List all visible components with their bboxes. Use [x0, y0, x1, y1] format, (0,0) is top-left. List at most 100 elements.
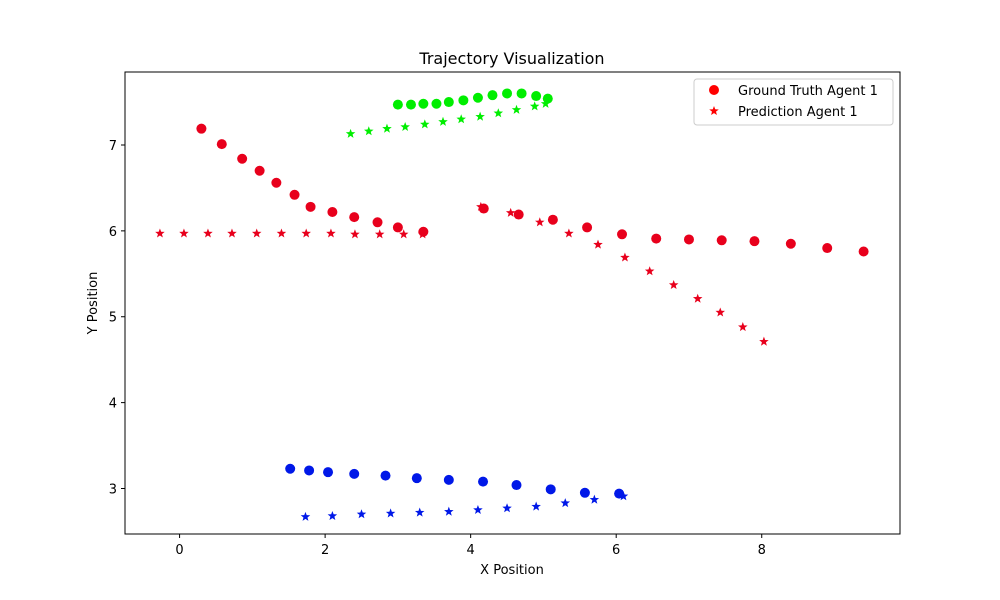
x-axis-ticks: 0 2 4 6 8	[175, 534, 766, 558]
prediction-point	[227, 228, 237, 238]
prediction-point	[251, 228, 262, 238]
prediction-point	[531, 501, 541, 511]
prediction-point	[511, 104, 522, 114]
data-points	[155, 88, 869, 521]
prediction-point	[417, 229, 428, 239]
x-tick-label: 2	[321, 543, 329, 558]
prediction-point	[420, 119, 430, 129]
ground-truth-point	[547, 214, 558, 225]
prediction-point	[364, 126, 374, 136]
prediction-point	[456, 114, 466, 124]
prediction-point	[414, 507, 425, 517]
prediction-point	[398, 229, 409, 239]
ground-truth-point	[392, 99, 403, 110]
ground-truth-point	[516, 88, 527, 99]
ground-truth-point	[372, 217, 383, 228]
legend-star-marker	[709, 106, 719, 116]
ground-truth-point	[418, 98, 429, 109]
prediction-point	[644, 266, 655, 276]
ground-truth-point	[858, 246, 869, 257]
ground-truth-point	[716, 235, 727, 246]
ground-truth-point	[531, 91, 542, 102]
ground-truth-point	[511, 480, 522, 491]
ground-truth-point	[289, 189, 300, 200]
prediction-point	[327, 510, 338, 521]
ground-truth-point	[411, 473, 422, 484]
x-axis-label: X Position	[480, 563, 544, 578]
prediction-point	[618, 491, 629, 501]
ground-truth-point	[617, 229, 628, 240]
prediction-point	[668, 279, 679, 290]
prediction-point	[493, 108, 504, 118]
legend-label: Ground Truth Agent 1	[738, 84, 878, 99]
ground-truth-point	[254, 165, 265, 176]
prediction-point	[692, 293, 703, 303]
ground-truth-point	[651, 233, 662, 244]
legend-box	[693, 78, 894, 126]
prediction-point	[473, 504, 483, 514]
prediction-point	[400, 121, 410, 131]
prediction-point	[620, 252, 630, 262]
y-tick-label: 6	[109, 225, 117, 240]
y-tick-label: 5	[109, 311, 117, 326]
ground-truth-point	[237, 153, 248, 164]
ground-truth-point	[822, 243, 833, 254]
prediction-point	[179, 228, 189, 238]
legend-circle-marker	[709, 85, 719, 95]
ground-truth-point	[749, 236, 760, 247]
x-tick-label: 4	[467, 543, 475, 558]
y-tick-label: 4	[109, 397, 117, 412]
prediction-point	[345, 128, 356, 138]
y-axis-ticks: 3 4 5 6 7	[109, 139, 125, 497]
ground-truth-point	[472, 92, 483, 103]
ground-truth-point	[380, 470, 391, 481]
ground-truth-point	[443, 474, 454, 485]
ground-truth-point	[458, 95, 469, 106]
prediction-point	[438, 116, 448, 126]
chart-title: Trajectory Visualization	[418, 49, 604, 68]
prediction-point	[276, 228, 287, 238]
ground-truth-point	[487, 90, 498, 101]
ground-truth-point	[305, 201, 316, 212]
prediction-point	[356, 509, 367, 519]
prediction-point	[505, 207, 516, 217]
plot-frame	[124, 71, 901, 535]
prediction-point	[715, 307, 726, 317]
prediction-point	[475, 111, 485, 121]
ground-truth-point	[785, 238, 796, 249]
prediction-point	[540, 98, 551, 108]
prediction-point	[374, 229, 385, 239]
ground-truth-point	[478, 476, 489, 487]
prediction-point	[476, 201, 486, 211]
ground-truth-point	[582, 222, 593, 233]
ground-truth-point	[304, 465, 315, 476]
prediction-point	[564, 228, 574, 238]
prediction-point	[535, 217, 545, 227]
ground-truth-point	[323, 467, 334, 478]
prediction-point	[350, 229, 360, 239]
prediction-point	[529, 101, 540, 111]
ground-truth-point	[327, 206, 338, 217]
prediction-point	[203, 228, 213, 238]
y-tick-label: 3	[109, 482, 117, 497]
prediction-point	[738, 322, 748, 332]
prediction-point	[759, 336, 769, 346]
ground-truth-point	[216, 139, 227, 150]
ground-truth-point	[349, 212, 360, 223]
prediction-point	[385, 508, 396, 518]
prediction-point	[593, 239, 603, 249]
prediction-point	[301, 228, 311, 238]
y-tick-label: 7	[109, 139, 117, 154]
ground-truth-point	[443, 97, 454, 108]
ground-truth-point	[431, 98, 442, 109]
y-axis-label: Y Position	[86, 272, 101, 336]
x-tick-label: 6	[612, 543, 620, 558]
ground-truth-point	[392, 222, 403, 233]
ground-truth-point	[196, 123, 207, 134]
prediction-point	[382, 123, 392, 133]
legend-label: Prediction Agent 1	[738, 105, 858, 120]
ground-truth-point	[545, 484, 556, 495]
x-tick-label: 0	[175, 543, 183, 558]
ground-truth-point	[683, 234, 694, 245]
